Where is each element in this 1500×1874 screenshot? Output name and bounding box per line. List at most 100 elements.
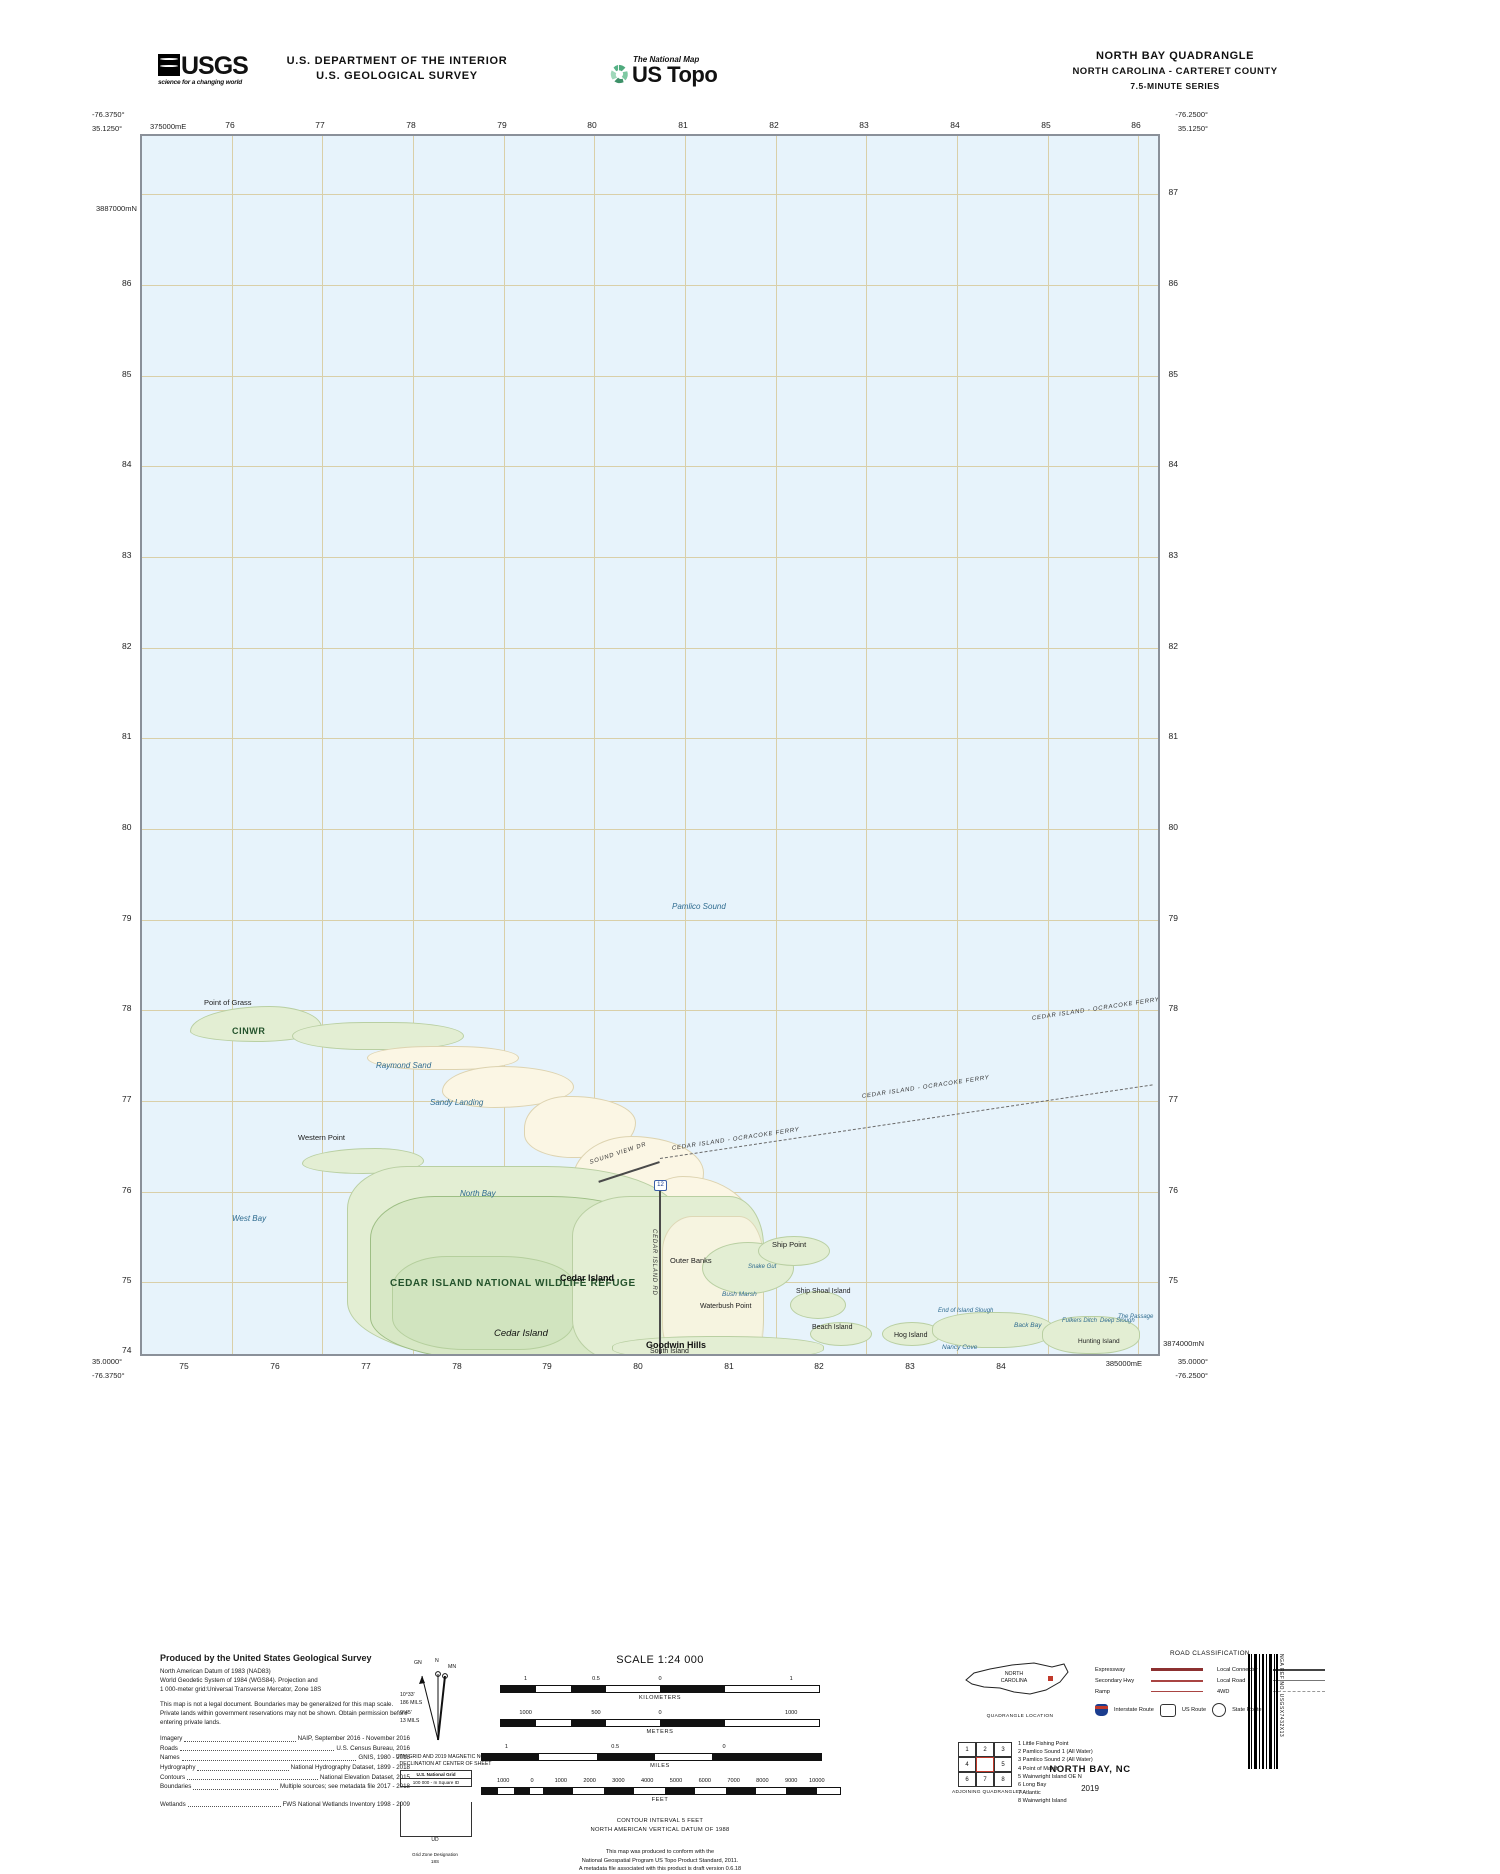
conformance-line-1: This map was produced to conform with th… [605,1849,715,1855]
source-row: Hydrography National Hydrography Dataset,… [160,1763,410,1773]
utm-easting-first: 375000mE [150,122,187,131]
map-area[interactable]: -76.3750° 35.1250° -76.2500° 35.1250° 35… [92,110,1208,1380]
label-pamlico-sound: Pamlico Sound [672,902,726,911]
adjoining-cell-8: 8 [994,1772,1012,1787]
ft-tick-4: 3000 [612,1778,625,1784]
tick-right-87: 87 [1168,187,1178,197]
label-ship-point: Ship Point [772,1240,807,1249]
usgs-logo: USGS science for a changing world [158,52,249,86]
tick-bottom-84: 84 [996,1361,1006,1371]
bottom-title-block: NORTH BAY, NC 2019 [980,1764,1200,1793]
declination-note: UTM GRID AND 2019 MAGNETIC NORTH DECLINA… [395,1754,496,1767]
tick-left-83: 83 [122,550,132,560]
source-value: GNIS, 1980 - 2018 [358,1754,410,1762]
adjoining-name-6: 6 Long Bay [1018,1782,1047,1789]
magnetic-north-label: MN [448,1664,457,1670]
mi-unit: MILES [650,1763,670,1769]
ramp-swatch [1151,1691,1203,1692]
road-classification-heading: ROAD CLASSIFICATION [1170,1650,1250,1657]
scale-bar-miles: 1 0.5 0 MILES [480,1744,822,1769]
adjoining-name-1: 1 Little Fishing Point [1018,1741,1069,1747]
tick-bottom-80: 80 [633,1361,643,1371]
adjoining-cell-7: 7 [976,1772,994,1787]
tick-top-81: 81 [678,120,688,130]
source-row: Roads U.S. Census Bureau, 2016 [160,1744,410,1754]
label-bush-marsh: Bush Marsh [722,1291,757,1298]
scale-block: SCALE 1:24 000 1 0.5 0 1 KILOMETERS 1000… [480,1654,842,1874]
source-row: Wetlands FWS National Wetlands Inventory … [160,1800,410,1810]
conformance-line-2: National Geospatial Program US Topo Prod… [581,1857,739,1864]
interstate-shield-icon [1095,1704,1108,1716]
tick-top-79: 79 [497,120,507,130]
label-hunting-island: Hunting Island [1078,1338,1120,1345]
label-ship-shoal-island: Ship Shoal Island [796,1288,851,1295]
conformance-line-3: A metadata file associated with this pro… [578,1866,742,1872]
grid-zone-designation: Grid Zone Designation 18S [400,1852,470,1865]
ship-shoal-island [790,1291,846,1319]
m-tick-2: 0 [658,1710,662,1716]
us-topo-wordmark: US Topo [632,62,718,87]
adjoining-quadrangles-grid: 1 2 3 4 5 6 7 8 [958,1742,1012,1787]
state-label-line-2: CAROLINA [1000,1678,1028,1684]
barcode-bars [1248,1654,1278,1769]
source-value: NAIP, September 2016 - November 2016 [297,1735,410,1743]
source-value: FWS National Wetlands Inventory 1998 - 2… [282,1800,410,1808]
tick-right-81: 81 [1168,731,1178,741]
label-the-passage: The Passage [1118,1314,1154,1320]
declination-arrows [419,1671,448,1741]
map-frame[interactable]: Pamlico Sound Point of Grass CINWR Raymo… [140,134,1160,1356]
tick-bottom-77: 77 [361,1361,371,1371]
ft-tick-8: 7000 [727,1778,740,1784]
km-unit: KILOMETERS [638,1695,682,1701]
adjoining-name-5: 5 Wainwright Island OE N [1018,1773,1082,1780]
tick-top-86: 86 [1131,120,1141,130]
tick-left-80: 80 [122,822,132,832]
label-western-point: Western Point [298,1133,345,1142]
mi-tick-1: 0.5 [611,1744,620,1750]
source-row: Contours National Elevation Dataset, 2015 [160,1773,410,1783]
label-outer-banks: Outer Banks [670,1256,712,1265]
utm-northing-bottom: 3874000mN [1163,1339,1204,1348]
tick-right-86: 86 [1168,278,1178,288]
adjoining-name-8: 8 Wainwright Island [1018,1798,1067,1805]
adjoining-cell-3: 3 [994,1742,1012,1757]
tick-left-82: 82 [122,641,132,651]
credits-heading: Produced by the United States Geological… [160,1653,372,1663]
cedar-island-rd-line[interactable] [659,1186,661,1354]
source-name: Boundaries [160,1783,192,1791]
quadrangle-series: 7.5-MINUTE SERIES [1130,81,1220,91]
scale-bar-feet: 1000 0 1000 2000 3000 4000 5000 6000 700… [480,1778,842,1803]
tick-left-78: 78 [122,1003,132,1013]
adjoining-cell-6: 6 [958,1772,976,1787]
label-waterbush-point: Waterbush Point [700,1303,752,1310]
corner-top-right-lat: 35.1250° [1177,124,1208,133]
road-class-label: Local Road [1217,1677,1246,1684]
declination-angle-small: 0°45' [400,1710,412,1716]
beach-island [810,1322,872,1346]
tick-right-85: 85 [1168,369,1178,379]
source-value: National Hydrography Dataset, 1899 - 201… [290,1764,410,1771]
department-line-2: U.S. GEOLOGICAL SURVEY [316,70,478,82]
tick-bottom-82: 82 [814,1361,824,1371]
tick-right-83: 83 [1168,550,1178,560]
tick-bottom-79: 79 [542,1361,552,1371]
tick-bottom-83: 83 [905,1361,915,1371]
south-island [612,1336,824,1354]
scale-bar-kilometers: 1 0.5 0 1 KILOMETERS [500,1676,820,1701]
declination-mils-186: 186 MILS [400,1700,423,1706]
quadrangle-name: NORTH BAY QUADRANGLE [1095,50,1255,62]
scale-title: SCALE 1:24 000 [616,1654,704,1666]
usgs-wordmark: USGS [181,52,249,80]
adjoining-caption: ADJOINING QUADRANGLES [952,1790,1023,1795]
tick-bottom-81: 81 [724,1361,734,1371]
true-north-label: N [435,1658,439,1664]
fourwd-swatch [1273,1691,1325,1692]
tick-left-79: 79 [122,913,132,923]
tick-left-76: 76 [122,1185,132,1195]
road-class-4wd: 4WD [1217,1686,1325,1697]
source-value: Multiple sources; see metadata file 2017… [279,1783,410,1791]
corner-bottom-left-lat: 35.0000° [92,1357,123,1366]
outer-banks-marsh [758,1236,830,1266]
label-south-island: South Island [650,1348,689,1355]
scale-bar-meters: 1000 500 0 1000 METERS [500,1710,820,1735]
